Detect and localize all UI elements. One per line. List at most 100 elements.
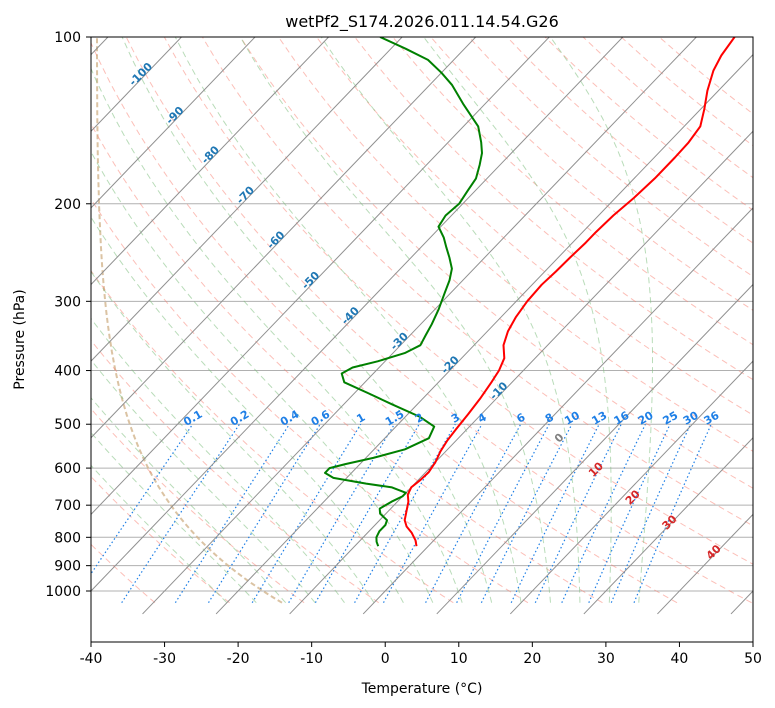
plot-area: 0.1 0.2 0.4 0.6 1 1.5 2 3 4 6 8 10 13 16 20 25 30 36-100-… [91, 37, 753, 615]
isotherm-line [583, 437, 753, 615]
mixing-ratio-label: 25 [660, 409, 680, 428]
mixing-ratio-line [534, 423, 622, 603]
dewpoint-profile-line [324, 37, 483, 547]
dry-adiabat-label: 30 [660, 512, 680, 532]
y-axis-label: Pressure (hPa) [12, 289, 28, 389]
isotherm-label: -30 [388, 330, 411, 353]
dry-adiabat [91, 475, 230, 604]
moist-adiabat [91, 270, 375, 603]
dry-adiabat-label: 10 [586, 459, 606, 479]
dry-adiabat [620, 37, 753, 147]
isotherm-line [91, 37, 477, 439]
isotherm-line [657, 513, 753, 615]
mixing-ratio-line [91, 423, 194, 575]
y-axis-ticks: 100 200 300 400 500 600 700 800 900 1000 [45, 30, 91, 600]
x-tick-label: 10 [450, 651, 468, 667]
mixing-ratio-label: 16 [612, 409, 632, 428]
mixing-ratio-line [510, 423, 600, 603]
moist-adiabat [91, 464, 228, 604]
mixing-ratio-label: 2 [413, 411, 426, 426]
y-tick-label: 600 [54, 461, 81, 477]
dry-adiabat [430, 37, 753, 311]
y-tick-label: 500 [54, 417, 81, 433]
mixing-ratio-line [633, 423, 712, 603]
mixing-ratio-line [288, 423, 395, 603]
x-tick-label: 0 [381, 651, 390, 667]
moist-adiabat [549, 37, 653, 603]
dry-adiabat [506, 37, 753, 244]
dry-adiabat [125, 37, 752, 604]
moist-adiabat [91, 397, 287, 604]
y-tick-label: 800 [54, 530, 81, 546]
moist-adiabat [121, 37, 493, 603]
mixing-ratio-line [610, 423, 692, 603]
dry-adiabat [582, 37, 753, 179]
mixing-ratio-label: 8 [543, 411, 556, 426]
dry-adiabat-label: 40 [704, 542, 724, 562]
moist-adiabat [239, 37, 551, 603]
isotherm-line [509, 360, 753, 615]
mixing-ratio-label: 1 [354, 411, 367, 426]
dry-adiabat [354, 37, 753, 381]
y-tick-label: 1000 [45, 584, 81, 600]
x-tick-label: -30 [153, 651, 176, 667]
moist-adiabat [91, 317, 345, 603]
mixing-ratio-line [480, 423, 573, 603]
dry-adiabat [91, 122, 603, 604]
moist-adiabat [91, 67, 463, 603]
x-tick-label: -10 [300, 651, 323, 667]
dry-adiabats [91, 37, 753, 604]
x-tick-label: 50 [744, 651, 762, 667]
isotherm-line [91, 37, 256, 209]
dry-adiabat [163, 37, 753, 565]
x-axis-ticks: -40 -30 -20 -10 0 10 20 30 40 50 [80, 642, 762, 667]
mixing-ratio-label: 20 [636, 409, 656, 428]
x-tick-label: 20 [523, 651, 541, 667]
dry-adiabat-label: 20 [623, 487, 643, 507]
moist-adiabat [91, 150, 434, 603]
skewed-isotherms [91, 37, 753, 615]
mixing-ratio-label: 0.6 [309, 408, 333, 429]
isotherm-line [91, 37, 330, 286]
x-tick-label: -40 [80, 651, 103, 667]
isotherm-line [91, 37, 183, 132]
mixing-ratio-label: 0.4 [278, 408, 302, 429]
y-tick-label: 900 [54, 559, 81, 575]
isotherm-line [436, 283, 753, 615]
mixing-ratio-label: 0.1 [181, 408, 204, 429]
isotherm-line [91, 37, 550, 516]
isotherm-label: -50 [299, 269, 322, 292]
x-tick-label: 30 [597, 651, 615, 667]
dry-adiabat [239, 37, 753, 489]
mixing-ratio-line [251, 423, 362, 604]
isotherm-label: -60 [264, 228, 287, 251]
y-tick-label: 400 [54, 364, 81, 380]
moist-adiabat [320, 37, 581, 603]
y-tick-label: 300 [54, 294, 81, 310]
isotherm-label: -40 [339, 304, 362, 327]
isotherm-line [289, 130, 753, 615]
moist-adiabats [91, 37, 653, 604]
chart-title: wetPf2_S174.2026.011.14.54.G26 [285, 12, 559, 32]
mixing-ratio-label: 30 [681, 409, 701, 428]
isotherm-line [362, 207, 753, 615]
data-series [324, 37, 736, 547]
dry-adiabat [91, 198, 529, 604]
mixing-ratio-label: 0.2 [228, 408, 251, 429]
isotherm-line [142, 37, 698, 615]
mixing-ratio-line [354, 423, 456, 603]
mixing-ratio-line [314, 423, 420, 603]
mixing-ratio-line [456, 423, 550, 603]
moist-adiabat [174, 37, 522, 603]
mixing-ratio-label: 10 [562, 409, 582, 428]
temperature-profile-line [403, 37, 736, 547]
dry-adiabat [91, 407, 305, 604]
isotherm-line [91, 37, 403, 362]
mixing-ratio-label: 4 [476, 410, 489, 425]
mixing-ratio-lines [91, 423, 712, 604]
moist-adiabat [91, 431, 257, 604]
dry-adiabat [544, 37, 753, 211]
dry-adiabat [91, 339, 379, 604]
y-tick-label: 200 [54, 197, 81, 213]
pressure-gridlines [91, 37, 753, 592]
